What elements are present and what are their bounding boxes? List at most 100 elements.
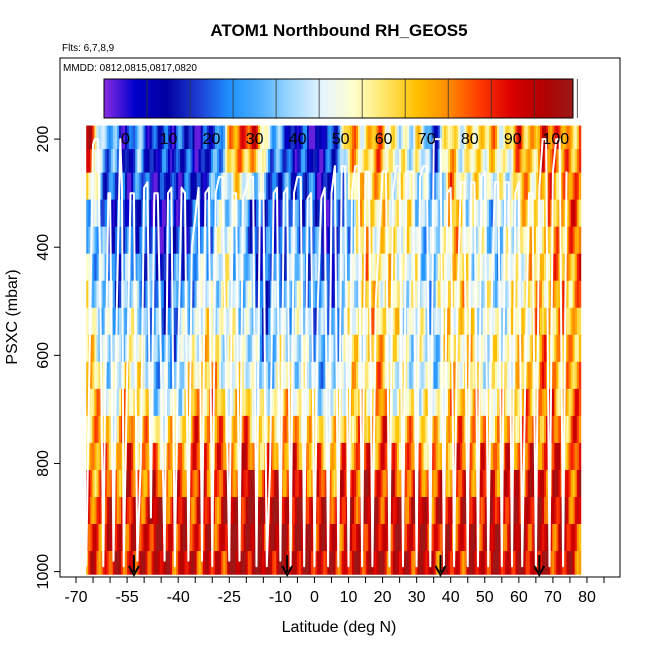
heatmap-cell [208, 125, 212, 150]
heatmap-cell [102, 226, 106, 255]
heatmap-cell [306, 307, 310, 336]
heatmap-cell [566, 149, 569, 174]
heatmap-cell [505, 226, 508, 255]
heatmap-cell [378, 361, 381, 390]
heatmap-cell [243, 524, 247, 552]
heatmap-cell [458, 307, 461, 336]
heatmap-cell [294, 551, 298, 575]
heatmap-cell [353, 415, 357, 444]
heatmap-cell [505, 442, 508, 471]
heatmap-cell [196, 524, 200, 552]
heatmap-cell [450, 361, 453, 390]
heatmap-cell [521, 125, 524, 150]
heatmap-cell [112, 226, 116, 255]
x-tick-label: 60 [510, 589, 528, 606]
heatmap-cell [572, 253, 576, 282]
heatmap-cell [400, 226, 404, 255]
heatmap-cell [529, 442, 533, 471]
heatmap-cell [374, 253, 377, 282]
heatmap-cell [460, 442, 463, 471]
heatmap-cell [313, 253, 316, 282]
heatmap-cell [384, 469, 388, 498]
heatmap-cell [419, 253, 422, 282]
heatmap-cell [570, 307, 574, 336]
heatmap-cell [394, 226, 398, 255]
heatmap-cell [198, 172, 202, 201]
heatmap-cell [415, 307, 418, 336]
heatmap-cell [311, 551, 314, 575]
heatmap-cell [292, 307, 296, 336]
heatmap-cell [474, 524, 477, 552]
heatmap-cell [268, 334, 271, 363]
heatmap-cell [570, 226, 574, 255]
heatmap-cell [270, 551, 273, 575]
heatmap-cell [454, 172, 457, 201]
heatmap-cell [331, 469, 334, 498]
heatmap-cell [517, 125, 520, 150]
heatmap-cell [558, 125, 561, 150]
heatmap-cell [225, 149, 228, 174]
heatmap-cell [249, 361, 253, 390]
heatmap-cell [266, 334, 269, 363]
heatmap-cell [497, 496, 500, 525]
x-tick-label: -25 [218, 589, 241, 606]
heatmap-cell [319, 551, 322, 575]
heatmap-cell [120, 524, 124, 552]
heatmap-cell [323, 415, 326, 444]
heatmap-cell [106, 551, 110, 575]
heatmap-cell [470, 334, 473, 363]
heatmap-cell [368, 388, 371, 417]
heatmap-cell [294, 496, 298, 525]
heatmap-cell [237, 125, 240, 150]
heatmap-cell [276, 524, 279, 552]
heatmap-cell [118, 334, 122, 363]
heatmap-cell [88, 253, 91, 282]
heatmap-cell [163, 226, 167, 255]
heatmap-cell [139, 280, 142, 309]
heatmap-cell [274, 361, 277, 390]
heatmap-cell [427, 172, 430, 201]
heatmap-cell [208, 149, 212, 174]
heatmap-cell [306, 253, 310, 282]
heatmap-cell [133, 442, 136, 471]
heatmap-cell [319, 361, 322, 390]
heatmap-cell [472, 199, 475, 228]
heatmap-cell [458, 334, 461, 363]
heatmap-cell [360, 334, 363, 363]
heatmap-cell [576, 226, 580, 255]
heatmap-cell [576, 334, 580, 363]
heatmap-cell [110, 253, 114, 282]
heatmap-cell [378, 496, 381, 525]
heatmap-cell [558, 280, 561, 309]
heatmap-cell [317, 442, 320, 471]
heatmap-cell [435, 172, 439, 201]
heatmap-cell [515, 199, 518, 228]
heatmap-cell [398, 442, 402, 471]
heatmap-cell [165, 469, 169, 498]
heatmap-cell [546, 415, 549, 444]
heatmap-cell [544, 415, 547, 444]
heatmap-cell [464, 469, 467, 498]
heatmap-cell [525, 125, 529, 150]
heatmap-cell [200, 307, 204, 336]
heatmap-cell [284, 524, 287, 552]
heatmap-cell [261, 496, 265, 525]
heatmap-cell [537, 388, 541, 417]
heatmap-cell [443, 149, 447, 174]
heatmap-cell [439, 415, 443, 444]
heatmap-cell [445, 125, 449, 150]
heatmap-cell [188, 280, 191, 309]
heatmap-cell [505, 172, 508, 201]
heatmap-cell [480, 149, 484, 174]
heatmap-cell [118, 361, 122, 390]
heatmap-cell [400, 172, 404, 201]
heatmap-cell [425, 125, 428, 150]
heatmap-cell [335, 253, 339, 282]
heatmap-cell [294, 149, 298, 174]
heatmap-cell [315, 307, 318, 336]
heatmap-cell [431, 496, 435, 525]
heatmap-cell [507, 125, 510, 150]
heatmap-cell [161, 280, 165, 309]
heatmap-cell [120, 442, 124, 471]
heatmap-cell [509, 172, 512, 201]
